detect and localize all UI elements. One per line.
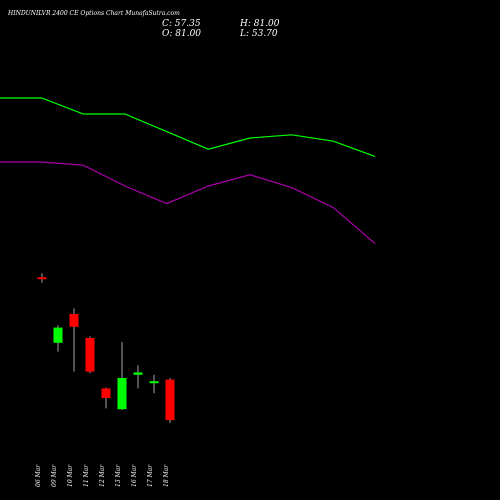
- open-value: O: 81.00: [162, 29, 201, 39]
- x-tick-label: 10 Mar: [67, 464, 74, 487]
- indicator-line-1: [0, 97, 376, 157]
- candle-body: [133, 372, 143, 375]
- x-tick-label: 17 Mar: [147, 464, 154, 487]
- candle-body: [165, 379, 175, 421]
- candle-body: [149, 381, 159, 384]
- x-tick-label: 16 Mar: [131, 464, 138, 487]
- candlesticks: [37, 273, 175, 424]
- close-value: C: 57.35: [162, 19, 201, 29]
- chart-title: HINDUNILVR 2400 CE Options Chart MunafaS…: [7, 10, 180, 17]
- candle-body: [37, 277, 47, 280]
- high-value: H: 81.00: [239, 19, 280, 29]
- indicator-line-2: [0, 161, 376, 245]
- candle-body: [101, 388, 111, 398]
- x-tick-label: 12 Mar: [99, 464, 106, 487]
- candle-body: [69, 314, 79, 327]
- candle-4: [85, 336, 95, 374]
- candle-1: [37, 273, 47, 283]
- chart-header: HINDUNILVR 2400 CE Options Chart MunafaS…: [7, 10, 280, 39]
- candle-6: [117, 342, 127, 410]
- indicator-lines: [0, 97, 376, 245]
- candle-8: [149, 374, 159, 394]
- candle-body: [117, 378, 127, 410]
- candle-body: [53, 327, 63, 343]
- candle-7: [133, 365, 143, 389]
- x-axis-labels: 06 Mar 09 Mar 10 Mar 11 Mar 12 Mar 13 Mar 16 M…: [35, 464, 170, 487]
- low-value: L: 53.70: [239, 29, 278, 39]
- x-tick-label: 13 Mar: [115, 464, 122, 487]
- candle-3: [69, 308, 79, 372]
- candle-2: [53, 325, 63, 352]
- candle-9: [165, 378, 175, 424]
- x-tick-label: 06 Mar: [35, 464, 42, 487]
- x-tick-label: 11 Mar: [83, 464, 90, 487]
- x-tick-label: 18 Mar: [163, 464, 170, 487]
- candle-body: [85, 338, 95, 372]
- x-tick-label: 09 Mar: [51, 464, 58, 487]
- candle-5: [101, 387, 111, 409]
